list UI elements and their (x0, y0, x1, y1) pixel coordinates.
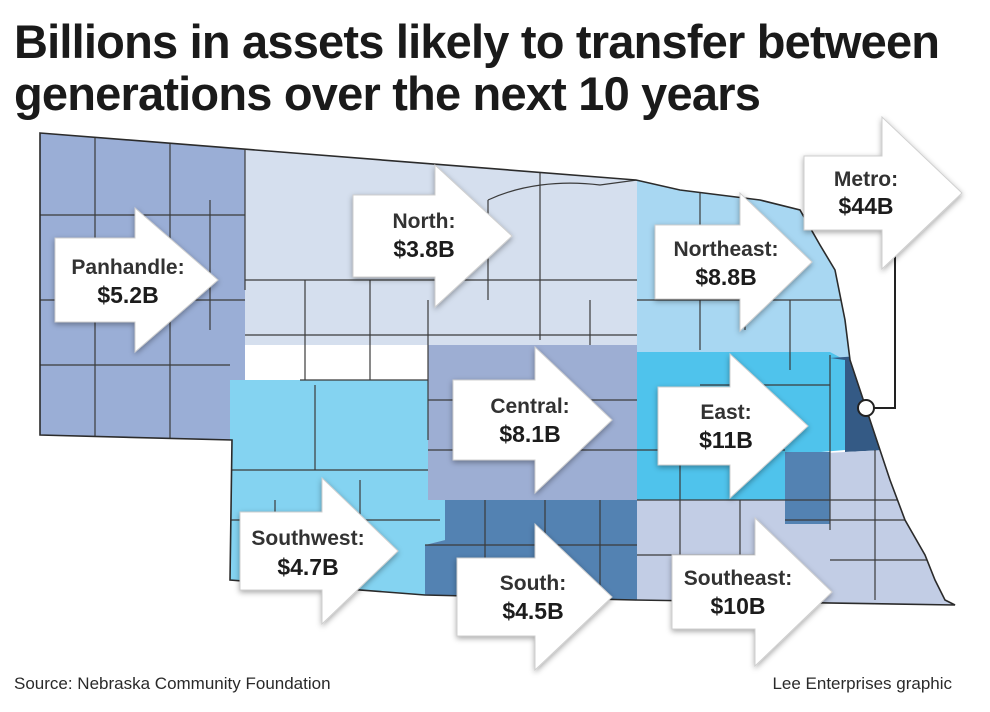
callout-southwest: Southwest: $4.7B (239, 476, 399, 626)
graphic-credit: Lee Enterprises graphic (772, 674, 952, 693)
callout-south: South: $4.5B (456, 522, 613, 672)
callout-panhandle: Panhandle: $5.2B (54, 206, 219, 354)
callout-value-northeast: $8.8B (695, 264, 756, 290)
metro-marker (857, 399, 875, 417)
callout-east: East: $11B (657, 352, 809, 500)
title-line-2: generations over the next 10 years (14, 67, 761, 120)
callout-value-central: $8.1B (499, 421, 560, 447)
arrow-shape (654, 191, 813, 333)
callout-value-panhandle: $5.2B (97, 282, 158, 308)
arrow-shape (803, 115, 963, 271)
arrow-shape (352, 163, 513, 309)
metro-leader-line (866, 230, 896, 409)
callout-southeast: Southeast: $10B (671, 516, 833, 668)
callout-north: North: $3.8B (352, 163, 513, 309)
callout-value-south: $4.5B (502, 598, 563, 624)
callout-name-northeast: Northeast: (673, 238, 778, 261)
callout-name-south: South: (500, 572, 566, 595)
arrow-shape (657, 352, 809, 500)
callout-metro: Metro: $44B (803, 115, 963, 271)
title-line-1: Billions in assets likely to transfer be… (14, 15, 940, 68)
arrow-shape (452, 345, 613, 495)
arrow-shape (671, 516, 833, 668)
arrow-shape (456, 522, 613, 672)
region-southeast-dark-county (785, 452, 830, 524)
callout-value-metro: $44B (839, 193, 894, 219)
source-note: Source: Nebraska Community Foundation (14, 674, 331, 693)
callout-name-panhandle: Panhandle: (71, 256, 184, 279)
callout-value-southeast: $10B (711, 593, 766, 619)
callout-value-north: $3.8B (393, 236, 454, 262)
callout-name-southeast: Southeast: (684, 567, 793, 590)
callout-name-metro: Metro: (834, 168, 898, 191)
arrow-shape (239, 476, 399, 626)
callout-value-southwest: $4.7B (277, 554, 338, 580)
callout-value-east: $11B (699, 427, 753, 453)
callout-name-north: North: (393, 210, 456, 233)
callout-name-central: Central: (490, 395, 569, 418)
callout-name-southwest: Southwest: (251, 527, 364, 550)
callout-northeast: Northeast: $8.8B (654, 191, 813, 333)
arrow-shape (54, 206, 219, 354)
callout-name-east: East: (700, 401, 751, 424)
callout-central: Central: $8.1B (452, 345, 613, 495)
